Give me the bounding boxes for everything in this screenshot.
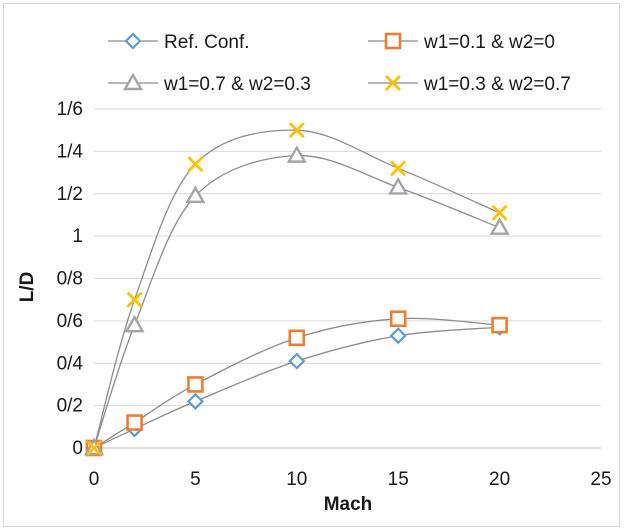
legend-label: w1=0.1 & w2=0 [423, 32, 555, 53]
data-point [491, 204, 508, 221]
curve-layer [93, 129, 500, 449]
series-line [93, 154, 500, 449]
x-tick-label: 0 [89, 469, 100, 490]
data-point [288, 329, 306, 347]
x-axis-title: Mach [324, 494, 373, 515]
data-point [388, 176, 409, 195]
y-tick-label: 1/2 [57, 184, 83, 205]
x-tick-label: 25 [590, 469, 611, 490]
data-point [390, 160, 407, 177]
series-line [93, 129, 500, 449]
data-point [389, 327, 407, 345]
x-tick-label: 15 [388, 469, 409, 490]
y-axis-title: L/D [17, 272, 38, 303]
data-point [185, 185, 206, 204]
tick-layer: 0 0/2 0/4 0/6 0/8 1 1/2 1/4 1/6 0 5 10 15 20 25 [57, 99, 612, 490]
legend-layer: Ref. Conf. w1=0.1 & w2=0 w1=0.7 & w2=0.3 w1… [108, 32, 571, 95]
legend-label: w1=0.3 & w2=0.7 [423, 74, 571, 95]
legend-marker [384, 32, 402, 50]
data-point [124, 314, 145, 333]
y-tick-label: 1/4 [57, 141, 84, 162]
y-tick-label: 0 [72, 438, 83, 459]
y-tick-label: 0/8 [57, 269, 83, 290]
data-point [186, 392, 204, 410]
y-tick-label: 1 [72, 226, 83, 247]
x-tick-label: 10 [286, 469, 307, 490]
chart-frame [3, 3, 620, 527]
data-point [489, 217, 510, 235]
data-point [288, 352, 306, 370]
x-tick-label: 5 [190, 469, 201, 490]
data-point [389, 310, 407, 328]
data-point [286, 145, 307, 163]
data-point [187, 376, 204, 393]
legend-marker [385, 75, 401, 91]
data-point [86, 440, 102, 456]
y-tick-label: 1/6 [57, 99, 83, 120]
data-point [491, 316, 508, 334]
y-tick-label: 0/4 [57, 353, 84, 374]
x-tick-label: 20 [489, 469, 510, 490]
marker-layer [83, 122, 510, 457]
legend-marker [122, 72, 144, 91]
data-point [126, 291, 143, 308]
legend-label: w1=0.7 & w2=0.3 [163, 74, 311, 95]
data-point [126, 414, 143, 431]
y-tick-label: 0/6 [57, 311, 83, 332]
y-tick-label: 0/2 [57, 396, 83, 417]
grid-layer [94, 108, 601, 449]
data-point [288, 122, 305, 139]
legend-marker [124, 32, 142, 50]
data-point [187, 156, 204, 173]
legend-label: Ref. Conf. [164, 32, 250, 53]
